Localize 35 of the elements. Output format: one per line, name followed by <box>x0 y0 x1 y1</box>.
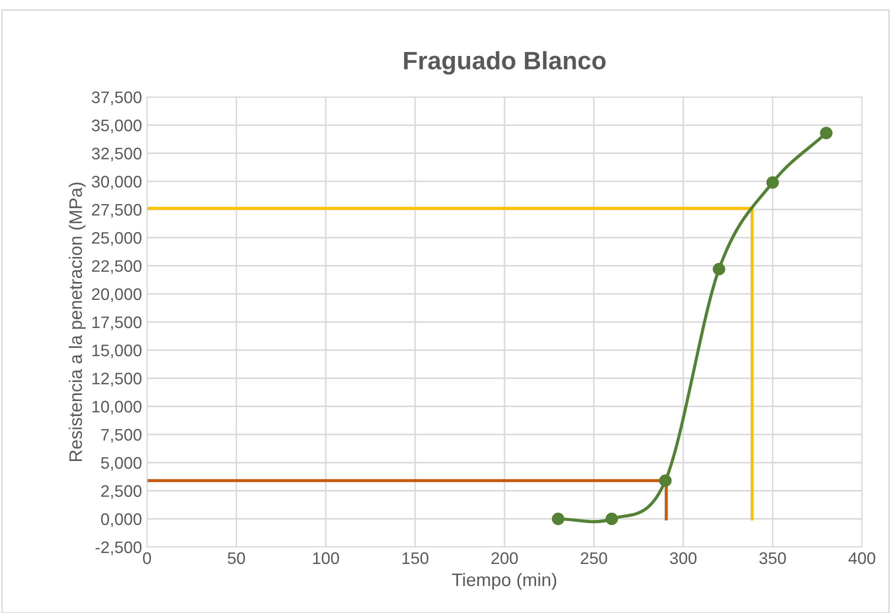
x-tick-label: 350 <box>759 552 786 564</box>
point <box>820 126 832 140</box>
y-tick-label: 35,000 <box>92 120 142 134</box>
y-tick-label: 17,500 <box>92 316 142 330</box>
y-tick-label: 7,500 <box>101 428 142 443</box>
y-tick-label: 27,500 <box>92 204 142 218</box>
point <box>606 512 618 526</box>
y-tick-label: 32,500 <box>92 148 142 162</box>
y-tick-label: 12,500 <box>92 372 142 386</box>
x-tick-label: 50 <box>228 552 245 564</box>
y-tick-label: 20,000 <box>92 288 142 302</box>
y-tick-label: 10,000 <box>92 400 142 415</box>
y-tick-label: 30,000 <box>92 176 142 190</box>
x-tick-label: 100 <box>313 552 340 564</box>
point <box>552 512 564 526</box>
y-tick-label: 22,500 <box>92 260 142 274</box>
x-tick-label: 250 <box>580 552 608 564</box>
y-tick-label: 37,500 <box>92 91 142 106</box>
point <box>766 176 779 189</box>
y-tick-label: 15,000 <box>92 344 142 358</box>
y-tick-label: 25,000 <box>92 232 142 246</box>
x-tick-label: 400 <box>848 552 876 564</box>
y-tick-label: 5,000 <box>101 457 142 471</box>
point <box>712 262 726 276</box>
x-tick-label: 0 <box>143 552 151 564</box>
x-tick-label: 200 <box>491 552 518 564</box>
y-tick-label: 2,500 <box>101 485 142 499</box>
y-tick-label: -2,500 <box>96 541 142 556</box>
y-axis-title: Resistencia a la penetracion (MPa) <box>68 182 86 462</box>
y-tick-label: 0,000 <box>101 513 142 528</box>
x-tick-label: 150 <box>402 552 428 564</box>
chart-title: Fraguado Blanco <box>404 51 606 75</box>
point <box>659 474 672 487</box>
x-axis-title: Tiempo (min) <box>452 572 556 590</box>
x-tick-label: 300 <box>670 552 697 564</box>
